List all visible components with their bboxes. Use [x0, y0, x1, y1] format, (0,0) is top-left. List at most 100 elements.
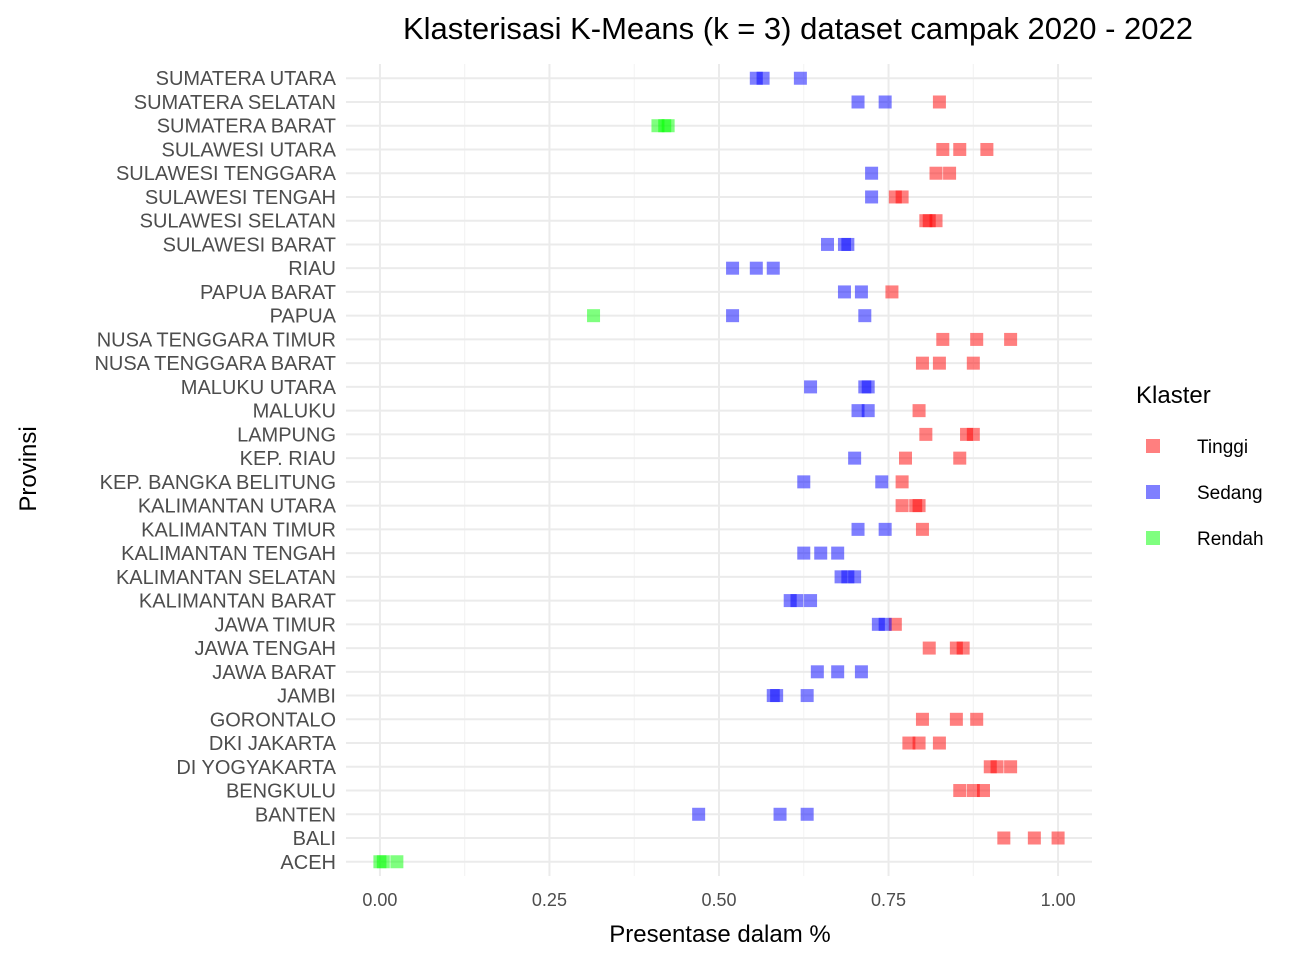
y-tick-label: RIAU: [288, 258, 336, 280]
y-tick-label: SULAWESI TENGAH: [145, 187, 336, 209]
data-point: [851, 522, 865, 536]
data-point: [804, 380, 818, 394]
data-point: [831, 665, 845, 679]
legend-title: Klaster: [1136, 382, 1211, 409]
legend-swatch: [1146, 531, 1160, 545]
y-tick-label: PAPUA: [270, 306, 337, 328]
data-point: [804, 594, 818, 608]
data-point: [936, 332, 950, 346]
data-point: [848, 570, 862, 584]
data-points: [373, 71, 1065, 869]
data-point: [692, 807, 706, 821]
legend-item-rendah: Rendah: [1146, 529, 1264, 550]
x-axis-tick-labels: 0.00 0.25 0.50 0.75 1.00: [362, 890, 1075, 910]
data-point: [821, 237, 835, 251]
y-tick-label: KALIMANTAN TIMUR: [141, 519, 336, 541]
y-tick-label: KALIMANTAN BARAT: [139, 591, 336, 613]
y-tick-label: SUMATERA BARAT: [157, 116, 336, 138]
data-point: [980, 142, 994, 156]
data-point: [1004, 332, 1018, 346]
legend-label: Sedang: [1197, 483, 1263, 504]
data-point: [376, 855, 390, 869]
y-tick-label: MALUKU: [253, 401, 336, 423]
data-point: [929, 166, 943, 180]
data-point: [976, 784, 990, 798]
data-point: [895, 475, 909, 489]
data-point: [865, 166, 879, 180]
chart-title: Klasterisasi K-Means (k = 3) dataset cam…: [403, 11, 1193, 46]
data-point: [851, 95, 865, 109]
series-rendah: [373, 119, 675, 869]
y-tick-label: KALIMANTAN TENGAH: [121, 543, 336, 565]
data-point: [888, 617, 902, 631]
y-tick-label: ACEH: [280, 852, 336, 874]
data-point: [936, 142, 950, 156]
data-point: [851, 404, 865, 418]
data-point: [912, 736, 926, 750]
y-tick-label: LAMPUNG: [237, 424, 336, 446]
x-tick-label: 0.50: [701, 890, 736, 910]
y-tick-label: BALI: [293, 828, 336, 850]
y-tick-label: KEP. BANGKA BELITUNG: [100, 472, 336, 494]
data-point: [885, 285, 899, 299]
data-point: [766, 261, 780, 275]
y-tick-label: GORONTALO: [210, 709, 336, 731]
data-point: [895, 190, 909, 204]
data-point: [800, 807, 814, 821]
y-tick-label: SULAWESI TENGGARA: [116, 163, 337, 185]
y-tick-label: MALUKU UTARA: [181, 377, 337, 399]
data-point: [797, 546, 811, 560]
y-tick-label: PAPUA BARAT: [200, 282, 336, 304]
data-point: [390, 855, 404, 869]
data-point: [1004, 760, 1018, 774]
y-axis-title: Provinsi: [15, 426, 42, 511]
data-point: [912, 499, 926, 513]
y-tick-label: SULAWESI UTARA: [162, 139, 337, 161]
data-point: [932, 736, 946, 750]
x-tick-label: 1.00: [1041, 890, 1076, 910]
data-point: [587, 309, 601, 323]
data-point: [895, 499, 909, 513]
data-point: [726, 309, 740, 323]
data-point: [929, 214, 943, 228]
data-point: [949, 712, 963, 726]
data-point: [990, 760, 1004, 774]
data-point: [810, 665, 824, 679]
data-point: [756, 71, 770, 85]
data-point: [1051, 831, 1065, 845]
data-point: [858, 309, 872, 323]
data-point: [932, 356, 946, 370]
data-point: [800, 689, 814, 703]
y-tick-label: JAWA TENGAH: [194, 638, 336, 660]
data-point: [875, 475, 889, 489]
data-point: [854, 665, 868, 679]
data-point: [837, 285, 851, 299]
series-sedang: [692, 71, 892, 821]
y-tick-label: SUMATERA UTARA: [156, 68, 337, 90]
y-tick-label: JAWA TIMUR: [215, 614, 336, 636]
legend-items: Tinggi Sedang Rendah: [1146, 437, 1264, 550]
legend-label: Tinggi: [1197, 437, 1248, 458]
legend-item-sedang: Sedang: [1146, 483, 1263, 504]
y-tick-label: BENGKULU: [226, 781, 336, 803]
y-tick-label: NUSA TENGGARA TIMUR: [97, 329, 336, 351]
data-point: [790, 594, 804, 608]
x-tick-label: 0.25: [532, 890, 567, 910]
data-point: [749, 261, 763, 275]
y-tick-label: KEP. RIAU: [240, 448, 336, 470]
grid: [346, 64, 1092, 876]
y-tick-label: SULAWESI BARAT: [163, 234, 336, 256]
data-point: [831, 546, 845, 560]
data-point: [848, 451, 862, 465]
data-point: [773, 807, 787, 821]
data-point: [878, 522, 892, 536]
data-point: [915, 522, 929, 536]
legend-swatch: [1146, 439, 1160, 453]
data-point: [797, 475, 811, 489]
data-point: [726, 261, 740, 275]
data-point: [861, 380, 875, 394]
data-point: [899, 451, 912, 465]
data-point: [915, 712, 929, 726]
